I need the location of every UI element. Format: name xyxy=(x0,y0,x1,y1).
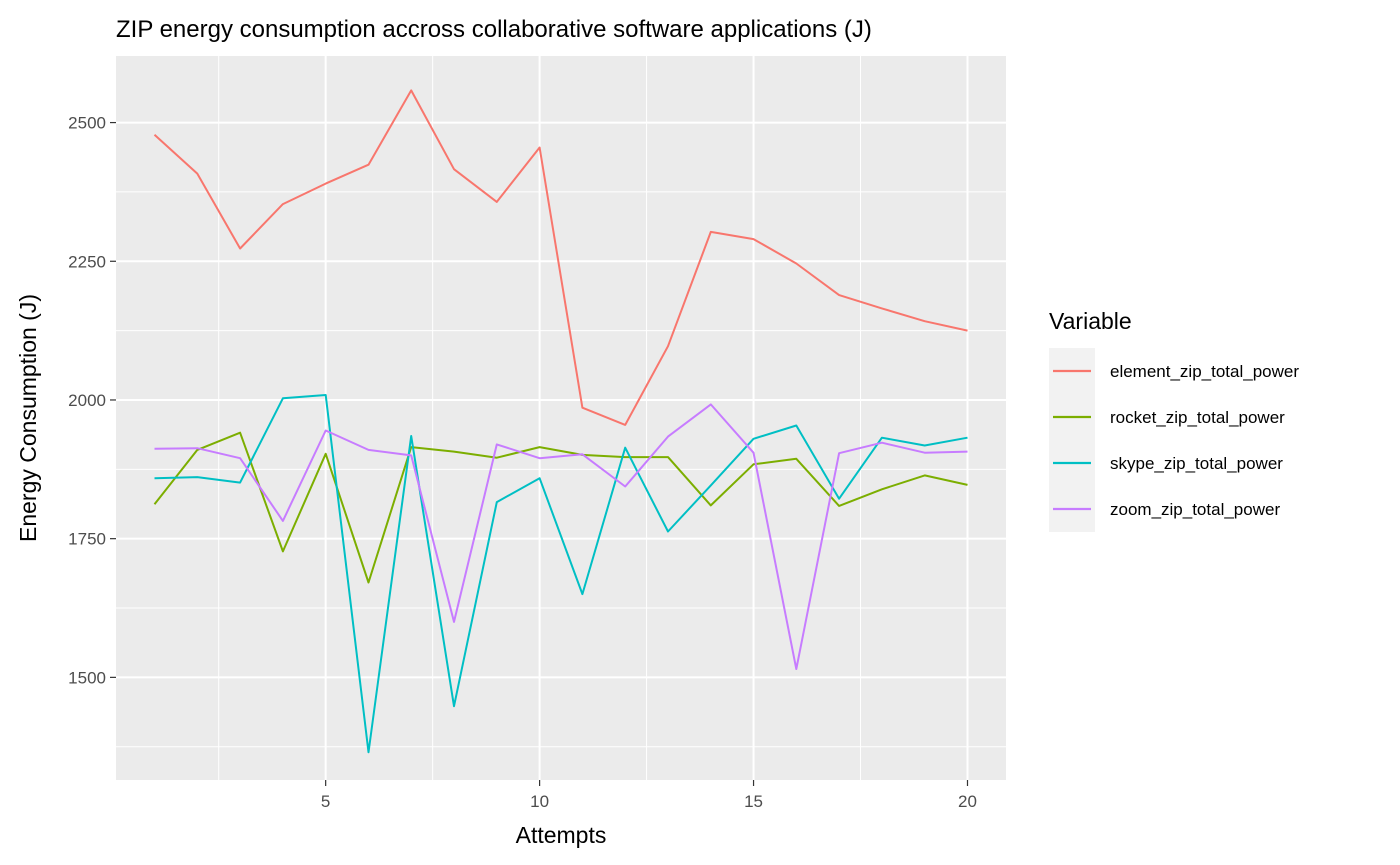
legend-label-skype_zip_total_power: skype_zip_total_power xyxy=(1110,454,1283,473)
legend-title: Variable xyxy=(1049,308,1132,334)
major-gridlines xyxy=(116,56,1006,780)
y-tick-label: 2000 xyxy=(68,391,106,410)
series-line-rocket_zip_total_power xyxy=(153,431,968,584)
series-lines xyxy=(153,89,968,754)
legend-label-element_zip_total_power: element_zip_total_power xyxy=(1110,362,1299,381)
legend-label-zoom_zip_total_power: zoom_zip_total_power xyxy=(1110,500,1280,519)
x-tick-label: 10 xyxy=(530,792,549,811)
x-tick-label: 20 xyxy=(958,792,977,811)
plot-panel xyxy=(116,56,1006,780)
y-axis-title: Energy Consumption (J) xyxy=(15,294,41,542)
legend-key-background xyxy=(1049,348,1095,532)
series-line-element_zip_total_power xyxy=(153,89,968,426)
y-tick-label: 2250 xyxy=(68,252,106,271)
x-tick-label: 5 xyxy=(321,792,330,811)
x-axis-title: Attempts xyxy=(516,822,607,848)
legend-label-rocket_zip_total_power: rocket_zip_total_power xyxy=(1110,408,1285,427)
y-tick-label: 2500 xyxy=(68,114,106,133)
chart-title: ZIP energy consumption accross collabora… xyxy=(116,16,872,43)
y-axis: 1500 1750 2000 2250 2500 xyxy=(68,114,116,687)
minor-gridlines xyxy=(116,56,1006,780)
x-axis: 5 10 15 20 xyxy=(321,780,977,811)
legend: Variable element_zip_total_power rocket_z… xyxy=(1049,308,1299,532)
y-tick-label: 1750 xyxy=(68,530,106,549)
y-tick-label: 1500 xyxy=(68,668,106,687)
x-tick-label: 15 xyxy=(744,792,763,811)
series-line-zoom_zip_total_power xyxy=(154,403,968,670)
